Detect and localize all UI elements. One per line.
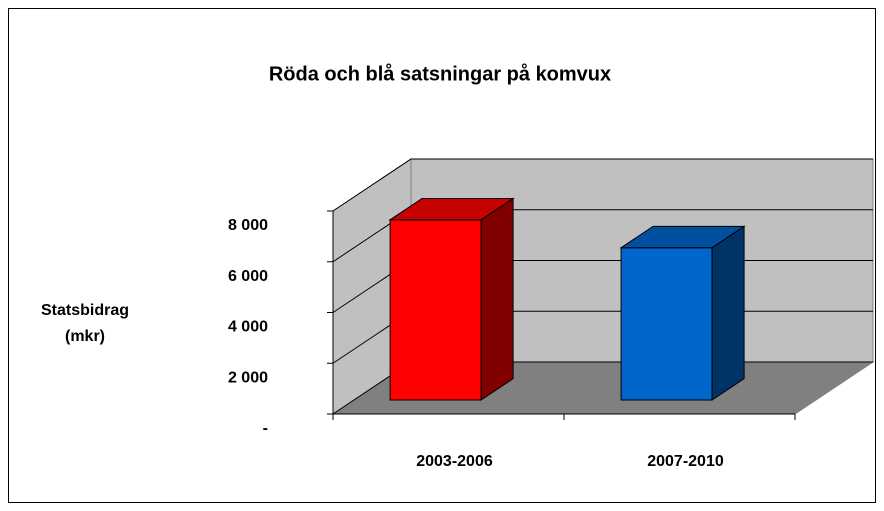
- bar-side: [711, 225, 745, 401]
- y-tick-label: 4 000: [228, 319, 268, 336]
- y-tick-label: 2 000: [228, 369, 268, 386]
- y-tick-label: 8 000: [228, 217, 268, 234]
- bar-top: [388, 197, 515, 221]
- bar-front: [620, 247, 713, 401]
- x-tick-label: 2007-2010: [647, 453, 724, 470]
- x-tick-label: 2003-2006: [416, 453, 493, 470]
- bar-top: [619, 225, 746, 249]
- y-axis-title: Statsbidrag (mkr): [40, 302, 129, 345]
- chart-title: Röda och blå satsningar på komvux: [269, 62, 611, 85]
- bar-side: [480, 197, 514, 401]
- bar-front: [389, 219, 482, 401]
- y-tick-label: -: [263, 420, 268, 437]
- grid-line: [332, 158, 873, 212]
- y-tick-label: 6 000: [228, 268, 268, 285]
